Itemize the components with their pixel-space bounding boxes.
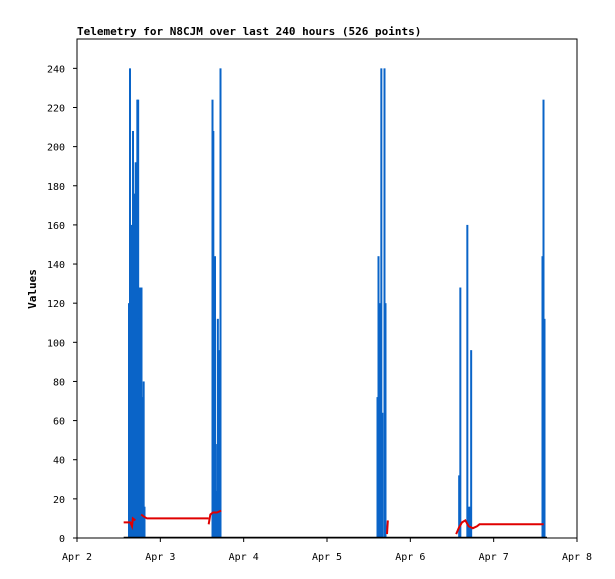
y-tick-label: 100 <box>47 338 65 349</box>
y-axis: 0 20 40 60 80 100 120 140 160 180 200 220 240 <box>47 64 77 545</box>
y-tick-label: 220 <box>47 103 65 114</box>
bar-series <box>128 68 546 539</box>
telemetry-bar <box>219 68 222 539</box>
telemetry-line-segment <box>140 513 209 520</box>
x-tick-label: Apr 3 <box>145 552 175 563</box>
telemetry-bar <box>466 224 469 538</box>
y-tick-label: 240 <box>47 64 65 75</box>
telemetry-bar <box>130 224 132 538</box>
telemetry-bar <box>215 491 218 538</box>
telemetry-bar <box>470 350 473 538</box>
y-tick-label: 80 <box>53 377 65 388</box>
y-tick-label: 20 <box>53 495 65 506</box>
telemetry-bar <box>216 318 219 538</box>
telemetry-bar <box>469 506 471 538</box>
x-tick-label: Apr 5 <box>312 552 342 563</box>
y-tick-label: 180 <box>47 182 65 193</box>
telemetry-line-segment <box>123 516 136 531</box>
telemetry-bar <box>459 287 462 538</box>
plot-frame <box>76 38 578 539</box>
x-tick-label: Apr 4 <box>229 552 259 563</box>
y-tick-label: 60 <box>53 417 65 428</box>
x-tick-label: Apr 6 <box>395 552 425 563</box>
y-tick-label: 120 <box>47 299 65 310</box>
telemetry-bar <box>142 381 145 538</box>
telemetry-bar <box>380 68 383 539</box>
telemetry-line-segment <box>386 520 389 535</box>
telemetry-bar <box>384 303 387 538</box>
x-tick-label: Apr 8 <box>562 552 592 563</box>
x-tick-label: Apr 2 <box>62 552 92 563</box>
telemetry-bar <box>214 256 216 538</box>
x-axis: Apr 2 Apr 3 Apr 4 Apr 5 Apr 6 Apr 7 Apr 8 <box>62 538 592 563</box>
telemetry-line-segment <box>455 519 544 535</box>
telemetry-bar <box>140 287 143 538</box>
chart-title: Telemetry for N8CJM over last 240 hours … <box>77 25 421 38</box>
y-tick-label: 140 <box>47 260 65 271</box>
y-tick-label: 160 <box>47 221 65 232</box>
x-tick-label: Apr 7 <box>479 552 509 563</box>
telemetry-bar <box>143 506 146 538</box>
telemetry-bar <box>214 444 217 538</box>
line-series <box>123 509 547 539</box>
telemetry-bar <box>543 318 546 538</box>
telemetry-bar <box>458 475 461 538</box>
telemetry-bar <box>218 350 221 538</box>
y-tick-label: 200 <box>47 143 65 154</box>
y-tick-label: 40 <box>53 456 65 467</box>
y-tick-label: 0 <box>59 534 65 545</box>
telemetry-bar <box>212 130 215 539</box>
y-axis-label: Values <box>26 269 39 309</box>
telemetry-bar <box>381 412 384 538</box>
telemetry-line-segment <box>207 509 222 525</box>
